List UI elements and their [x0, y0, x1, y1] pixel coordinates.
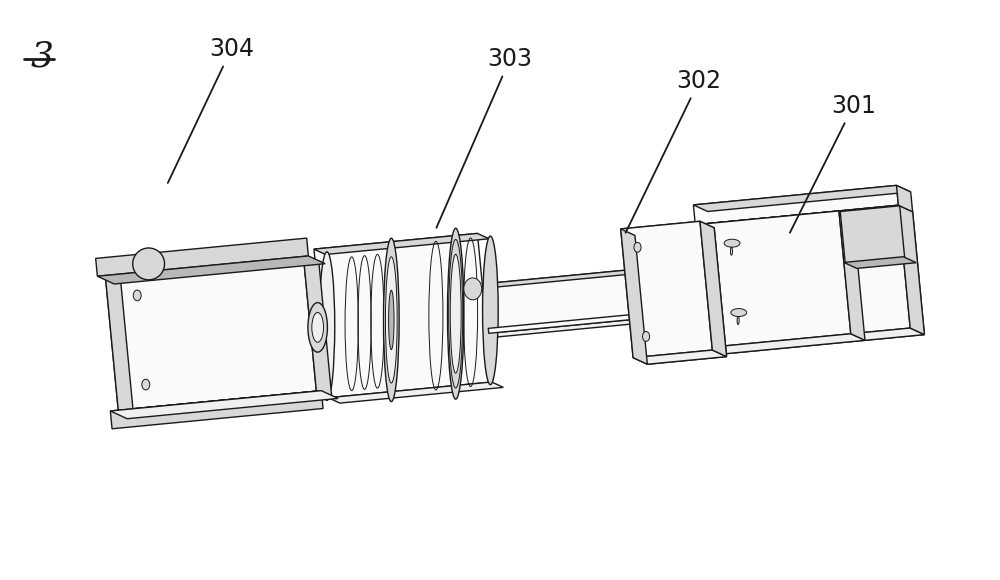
Polygon shape [712, 334, 865, 354]
Polygon shape [693, 186, 911, 212]
Ellipse shape [731, 309, 747, 317]
Polygon shape [105, 276, 134, 418]
Polygon shape [635, 228, 727, 364]
Ellipse shape [133, 248, 165, 280]
Polygon shape [489, 320, 640, 337]
Polygon shape [328, 382, 503, 403]
Polygon shape [851, 328, 924, 340]
Polygon shape [700, 211, 853, 231]
Ellipse shape [483, 236, 498, 385]
Polygon shape [314, 233, 489, 255]
Text: 301: 301 [790, 94, 876, 233]
Ellipse shape [384, 238, 399, 401]
Polygon shape [316, 288, 916, 348]
Text: 302: 302 [626, 69, 722, 233]
Ellipse shape [464, 278, 482, 300]
Ellipse shape [448, 229, 464, 399]
Polygon shape [700, 222, 727, 357]
Ellipse shape [133, 290, 141, 301]
Polygon shape [314, 233, 492, 398]
Text: 3: 3 [30, 39, 53, 73]
Polygon shape [839, 205, 910, 334]
Polygon shape [621, 222, 714, 235]
Polygon shape [488, 314, 632, 333]
Polygon shape [96, 238, 308, 276]
Polygon shape [621, 229, 647, 364]
Ellipse shape [142, 379, 150, 390]
Polygon shape [118, 391, 332, 418]
Polygon shape [693, 186, 898, 224]
Polygon shape [621, 222, 712, 358]
Polygon shape [97, 256, 325, 284]
Ellipse shape [724, 239, 740, 247]
Polygon shape [312, 249, 912, 309]
Polygon shape [110, 391, 338, 419]
Polygon shape [110, 391, 323, 429]
Polygon shape [121, 263, 332, 418]
Polygon shape [303, 256, 332, 398]
Polygon shape [633, 350, 727, 364]
Text: 304: 304 [168, 37, 254, 183]
Polygon shape [839, 211, 865, 340]
Ellipse shape [450, 254, 461, 373]
Ellipse shape [385, 257, 397, 383]
Polygon shape [484, 270, 632, 333]
Polygon shape [844, 257, 916, 269]
Ellipse shape [312, 313, 324, 342]
Polygon shape [714, 218, 865, 354]
Ellipse shape [642, 332, 650, 342]
Polygon shape [700, 211, 851, 347]
Ellipse shape [308, 303, 327, 352]
Polygon shape [312, 249, 911, 346]
Polygon shape [840, 206, 905, 263]
Polygon shape [105, 256, 319, 282]
Polygon shape [695, 205, 913, 231]
Ellipse shape [389, 290, 394, 350]
Polygon shape [484, 270, 636, 288]
Polygon shape [896, 186, 913, 212]
Ellipse shape [737, 317, 739, 324]
Polygon shape [853, 212, 924, 340]
Ellipse shape [634, 242, 641, 252]
Polygon shape [898, 205, 924, 335]
Ellipse shape [319, 252, 335, 400]
Polygon shape [105, 256, 316, 410]
Text: 303: 303 [436, 47, 532, 228]
Ellipse shape [730, 247, 732, 255]
